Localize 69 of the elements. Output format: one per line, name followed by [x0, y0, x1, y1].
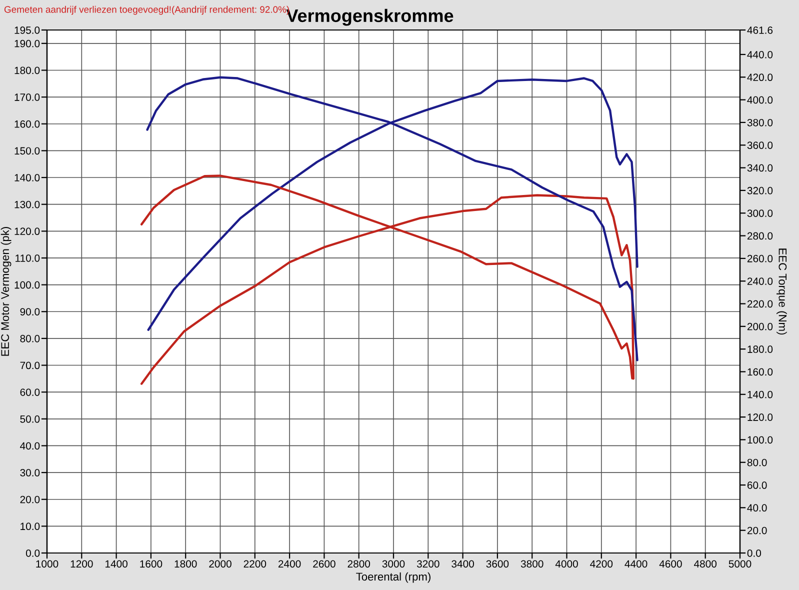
y2-tick-label: 280.0	[747, 232, 773, 240]
y2-axis-title: EEC Torque (Nm)	[776, 248, 787, 335]
y2-tick-label: 440.0	[747, 50, 773, 58]
y-tick-label: 110.0	[16, 254, 40, 262]
y-tick-label: 180.0	[14, 66, 40, 74]
y-tick-label: 70.0	[20, 362, 40, 370]
x-tick-label: 3600	[486, 560, 509, 568]
x-tick-label: 4000	[555, 560, 578, 568]
y2-tick-label: 20.0	[747, 526, 767, 534]
y2-tick-label: 60.0	[747, 482, 767, 489]
y2-tick-label: 320.0	[747, 186, 773, 194]
y2-tick-label: 360.0	[747, 142, 773, 149]
y-tick-label: 90.0	[20, 308, 40, 316]
x-tick-label: 4600	[659, 560, 682, 568]
y2-tick-label: 40.0	[747, 504, 767, 512]
x-tick-label: 3200	[416, 560, 440, 568]
y-tick-label: 120.0	[14, 228, 40, 236]
x-tick-label: 3800	[520, 560, 544, 568]
y2-tick-label: 100.0	[748, 436, 773, 444]
y2-tick-label: 180.0	[748, 346, 773, 353]
y-tick-label: 30.0	[20, 469, 40, 476]
y-tick-label: 100.0	[14, 281, 40, 289]
x-tick-label: 5000	[728, 560, 752, 568]
y2-tick-label: 80.0	[747, 458, 767, 466]
x-tick-label: 2400	[278, 560, 301, 568]
x-tick-label: 4800	[694, 560, 717, 568]
x-tick-label: 2200	[244, 560, 266, 568]
y-tick-label: 130.0	[14, 200, 40, 208]
y-tick-label: 50.0	[20, 415, 40, 423]
x-tick-label: 1400	[106, 560, 128, 568]
x-tick-label: 3400	[452, 560, 474, 568]
x-tick-label: 2600	[313, 560, 336, 568]
x-tick-label: 1600	[140, 560, 162, 568]
y2-tick-label: 300.0	[747, 210, 773, 217]
x-tick-label: 4200	[590, 560, 613, 568]
y2-tick-label: 420.0	[747, 74, 773, 82]
y-tick-label: 10.0	[20, 522, 40, 530]
y-tick-label: 60.0	[20, 388, 40, 396]
y-tick-label: 20.0	[20, 496, 40, 504]
y-axis-title: EEC Motor Vermogen (pk)	[0, 227, 12, 356]
y2-tick-label: 240.0	[747, 278, 773, 285]
x-tick-label: 2000	[209, 560, 232, 568]
y2-tick-label: 0.0	[747, 550, 762, 557]
y-tick-label: 80.0	[20, 334, 40, 342]
x-tick-label: 1800	[174, 560, 197, 568]
y-tick-label: 190.0	[14, 40, 40, 48]
y2-tick-label: 200.0	[747, 322, 773, 330]
y2-tick-label: 340.0	[747, 164, 773, 172]
y2-tick-label: 260.0	[747, 254, 773, 262]
x-tick-label: 4400	[624, 560, 648, 568]
y-tick-label: 160.0	[14, 120, 40, 128]
y2-tick-label: 400.0	[747, 96, 773, 104]
x-tick-label: 1000	[36, 560, 58, 568]
x-tick-label: 3000	[382, 560, 405, 568]
y-tick-label: 0.0	[26, 550, 40, 557]
x-tick-label: 1200	[70, 560, 93, 568]
y2-tick-label: 461.6	[747, 26, 773, 34]
y-tick-label: 170.0	[14, 94, 40, 101]
y-tick-label: 150.0	[14, 147, 40, 155]
y2-tick-label: 140.0	[748, 390, 773, 398]
y2-tick-label: 220.0	[747, 300, 773, 308]
y-tick-label: 195.0	[14, 26, 40, 34]
y-tick-label: 140.0	[14, 174, 40, 182]
y2-tick-label: 160.0	[748, 368, 773, 376]
y-tick-label: 40.0	[20, 442, 40, 450]
y2-tick-label: 380.0	[747, 118, 773, 126]
x-tick-label: 2800	[348, 560, 370, 568]
y2-tick-label: 120.0	[748, 414, 773, 421]
x-axis-title: Toerental (rpm)	[356, 572, 430, 583]
